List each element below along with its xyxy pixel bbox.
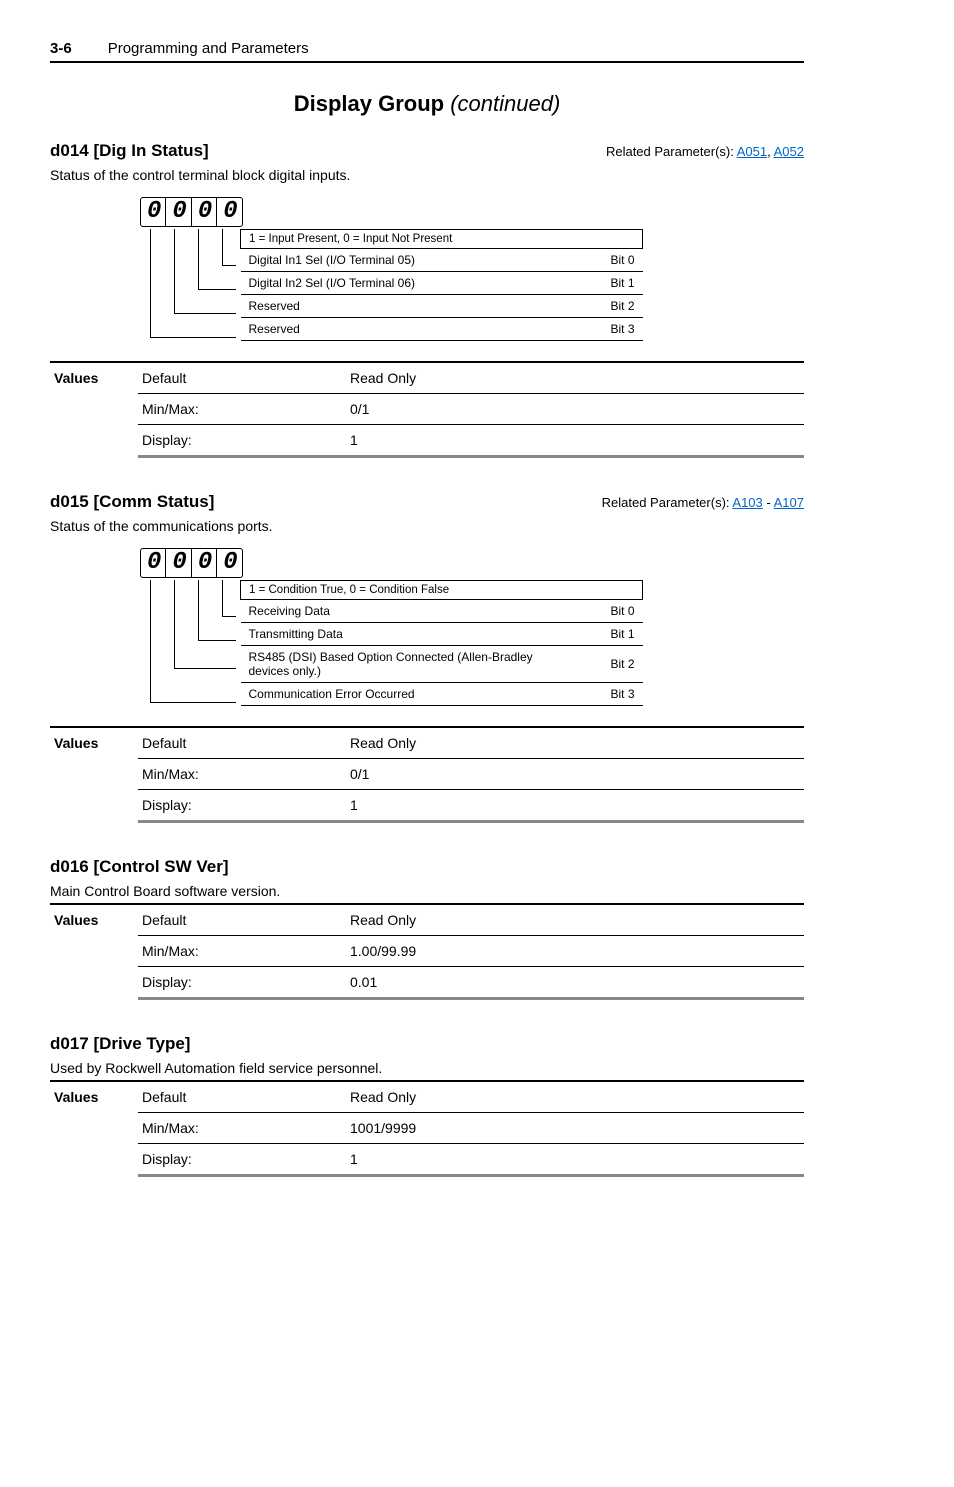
value-val: Read Only [346,1081,804,1113]
related-link[interactable]: A051 [737,144,767,159]
bit-table: 1 = Condition True, 0 = Condition False … [240,580,643,706]
seg-digit: 0 [192,549,217,577]
value-val: Read Only [346,362,804,394]
bit-num: Bit 2 [577,295,643,318]
bit-header: 1 = Input Present, 0 = Input Not Present [241,230,643,249]
param-header: d014 [Dig In Status] Related Parameter(s… [50,141,804,161]
values-table: Values Default Read Only Min/Max: 1001/9… [50,1080,804,1177]
values-table: Values Default Read Only Min/Max: 0/1 Di… [50,361,804,458]
bit-num: Bit 1 [577,623,643,646]
value-val: 1.00/99.99 [346,936,804,967]
bit-num: Bit 3 [577,318,643,341]
related-prefix: Related Parameter(s): [602,495,733,510]
seg-digit: 0 [217,198,241,226]
bit-num: Bit 0 [577,600,643,623]
bit-num: Bit 0 [577,249,643,272]
param-name: d015 [Comm Status] [50,492,214,512]
bit-label: Receiving Data [241,600,577,623]
param-d016: d016 [Control SW Ver] Main Control Board… [50,857,804,1000]
values-header: Values [50,904,138,999]
value-val: 1 [346,1144,804,1176]
seg-digit: 0 [141,549,166,577]
param-d015: d015 [Comm Status] Related Parameter(s):… [50,492,804,823]
value-val: 0/1 [346,394,804,425]
value-val: 0.01 [346,967,804,999]
related-link[interactable]: A107 [774,495,804,510]
bit-label: Transmitting Data [241,623,577,646]
group-title: Display Group [294,91,444,116]
page-header: 3-6 Programming and Parameters [50,40,804,63]
related-params: Related Parameter(s): A103 - A107 [602,495,804,510]
seven-seg-display: 0 0 0 0 [140,197,243,227]
param-d017: d017 [Drive Type] Used by Rockwell Autom… [50,1034,804,1177]
param-desc: Used by Rockwell Automation field servic… [50,1060,804,1076]
bit-header: 1 = Condition True, 0 = Condition False [241,581,643,600]
param-desc: Main Control Board software version. [50,883,804,899]
related-params: Related Parameter(s): A051, A052 [606,144,804,159]
seg-digit: 0 [141,198,166,226]
value-key: Min/Max: [138,759,346,790]
param-desc: Status of the communications ports. [50,518,804,534]
page-number: 3-6 [50,40,72,57]
values-header: Values [50,727,138,822]
page-section: Programming and Parameters [108,40,309,57]
value-val: Read Only [346,904,804,936]
param-name: d016 [Control SW Ver] [50,857,804,877]
value-val: 1 [346,790,804,822]
bit-connectors [140,229,236,341]
value-key: Min/Max: [138,1113,346,1144]
param-d014: d014 [Dig In Status] Related Parameter(s… [50,141,804,458]
bit-label: Digital In2 Sel (I/O Terminal 06) [241,272,577,295]
param-desc: Status of the control terminal block dig… [50,167,804,183]
values-table: Values Default Read Only Min/Max: 0/1 Di… [50,726,804,823]
bit-connectors [140,580,236,706]
values-table: Values Default Read Only Min/Max: 1.00/9… [50,903,804,1000]
related-link[interactable]: A103 [732,495,762,510]
seg-digit: 0 [217,549,241,577]
param-header: d015 [Comm Status] Related Parameter(s):… [50,492,804,512]
value-key: Display: [138,425,346,457]
value-val: Read Only [346,727,804,759]
group-heading: Display Group (continued) [50,91,804,117]
bit-figure: 0 0 0 0 1 = Condition True, 0 = Conditio… [140,548,804,706]
seg-digit: 0 [192,198,217,226]
value-val: 0/1 [346,759,804,790]
group-suffix: (continued) [450,91,560,116]
seg-digit: 0 [166,198,191,226]
bit-label: Reserved [241,295,577,318]
bit-label: Reserved [241,318,577,341]
value-val: 1001/9999 [346,1113,804,1144]
value-val: 1 [346,425,804,457]
values-header: Values [50,362,138,457]
bit-label: RS485 (DSI) Based Option Connected (Alle… [241,646,577,683]
value-key: Display: [138,967,346,999]
related-prefix: Related Parameter(s): [606,144,737,159]
related-sep: - [763,495,774,510]
bit-num: Bit 3 [577,683,643,706]
value-key: Default [138,362,346,394]
bit-num: Bit 1 [577,272,643,295]
bit-label: Communication Error Occurred [241,683,577,706]
value-key: Default [138,727,346,759]
param-name: d014 [Dig In Status] [50,141,209,161]
seg-digit: 0 [166,549,191,577]
value-key: Default [138,1081,346,1113]
value-key: Display: [138,790,346,822]
value-key: Default [138,904,346,936]
related-link[interactable]: A052 [774,144,804,159]
value-key: Min/Max: [138,936,346,967]
value-key: Min/Max: [138,394,346,425]
value-key: Display: [138,1144,346,1176]
param-name: d017 [Drive Type] [50,1034,804,1054]
bit-table: 1 = Input Present, 0 = Input Not Present… [240,229,643,341]
bit-figure: 0 0 0 0 1 = Input Present, 0 = Input Not… [140,197,804,341]
seven-seg-display: 0 0 0 0 [140,548,243,578]
bit-label: Digital In1 Sel (I/O Terminal 05) [241,249,577,272]
bit-num: Bit 2 [577,646,643,683]
values-header: Values [50,1081,138,1176]
